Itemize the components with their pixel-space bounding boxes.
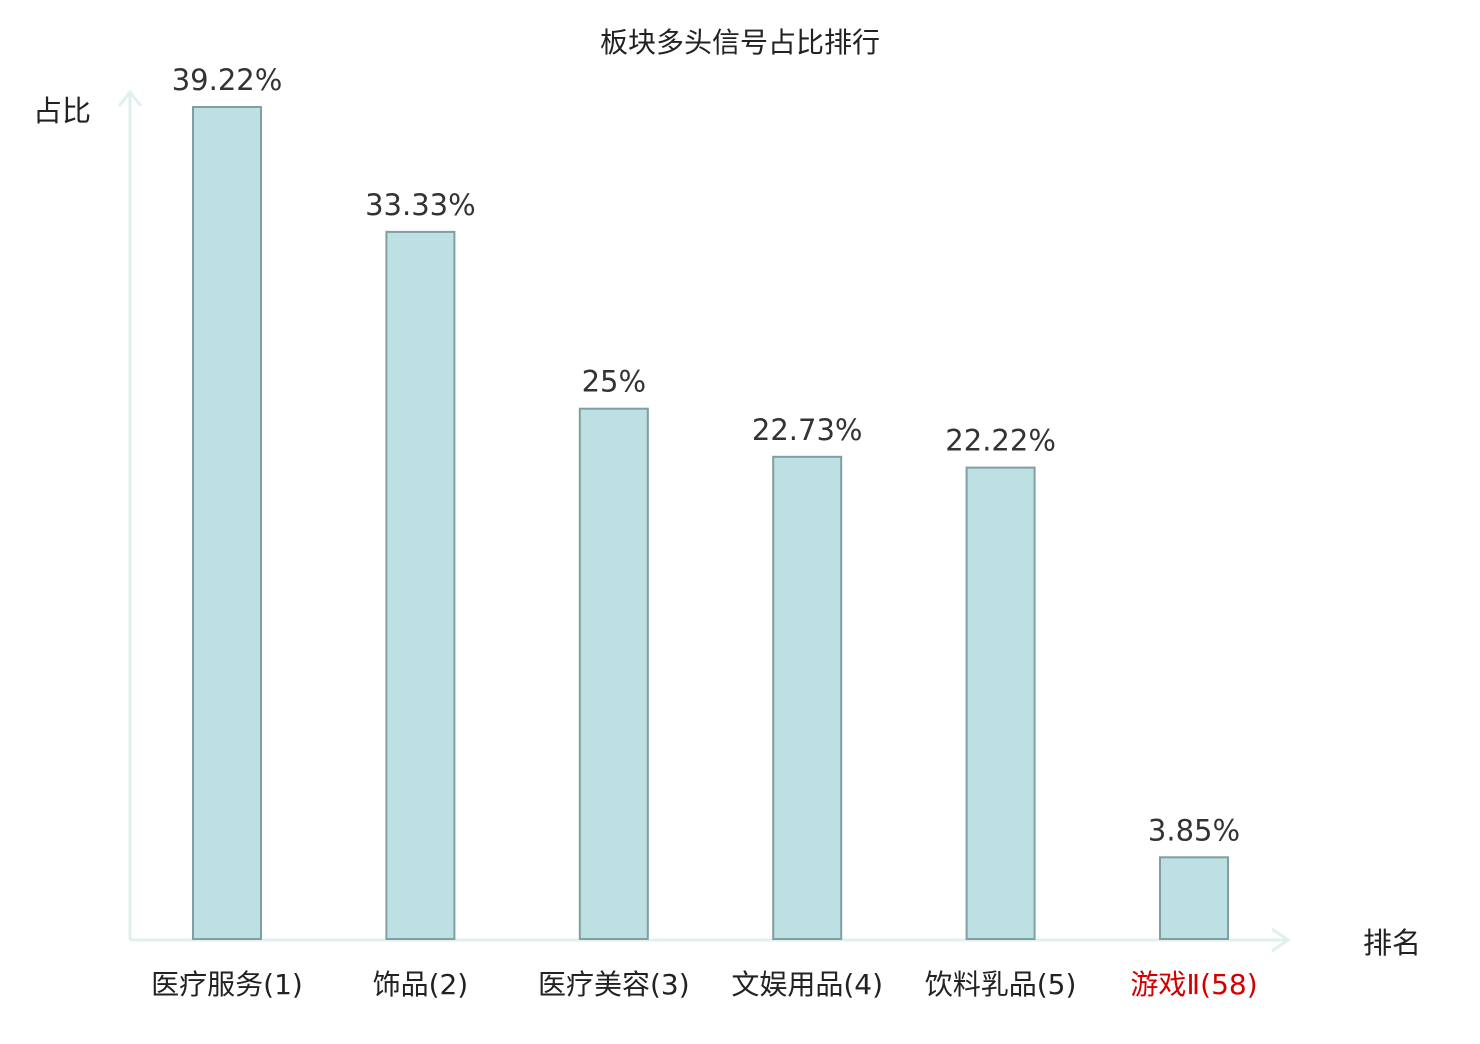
bar-3 (578, 407, 649, 940)
category-label-1: 医疗服务(1) (151, 968, 303, 1001)
value-labels-group: 39.22% 33.33% 25% 22.73% 22.22% 3.85% (172, 63, 1240, 847)
bar-1 (192, 106, 262, 940)
category-label-4: 文娱用品(4) (731, 968, 883, 1001)
category-label-6: 游戏Ⅱ(58) (1130, 968, 1257, 1001)
bars-group (192, 106, 1229, 940)
value-label-3: 25% (582, 365, 646, 399)
category-label-3: 医疗美容(3) (538, 968, 690, 1001)
value-label-2: 33.33% (365, 188, 476, 222)
y-axis-label: 占比 (33, 94, 91, 128)
value-label-1: 39.22% (172, 63, 283, 97)
category-labels-group: 医疗服务(1) 饰品(2) 医疗美容(3) 文娱用品(4) 饮料乳品(5) 游戏Ⅱ(58) (151, 968, 1257, 1001)
bar-4 (772, 455, 843, 940)
bar-5 (965, 466, 1036, 940)
value-label-5: 22.22% (945, 424, 1056, 458)
bar-2 (385, 230, 456, 940)
x-axis (130, 927, 1291, 953)
category-label-5: 饮料乳品(5) (925, 968, 1077, 1001)
y-axis (117, 89, 143, 940)
value-label-4: 22.73% (752, 413, 863, 447)
chart-title: 板块多头信号占比排行 (600, 26, 880, 59)
value-label-6: 3.85% (1148, 813, 1240, 847)
bar-6 (1159, 856, 1229, 940)
category-label-2: 饰品(2) (373, 968, 469, 1001)
x-axis-label: 排名 (1363, 926, 1421, 960)
